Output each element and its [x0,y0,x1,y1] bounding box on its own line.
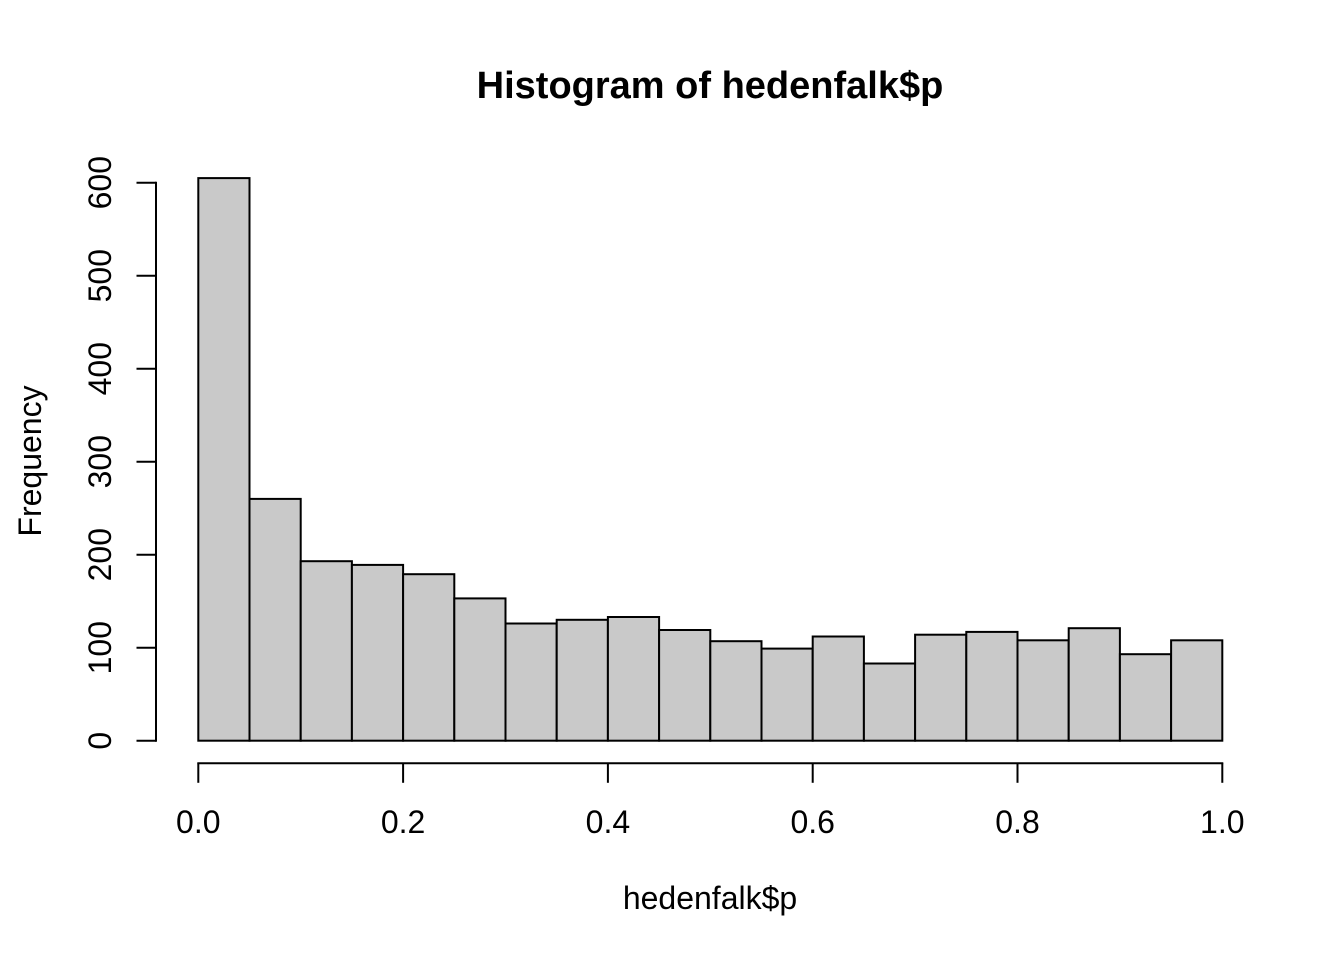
chart-title: Histogram of hedenfalk$p [477,65,944,107]
histogram-bar [402,573,456,742]
histogram-bar [197,177,251,742]
histogram-bar [862,662,917,742]
histogram-bar [709,640,763,742]
y-tick-label: 200 [82,528,118,581]
x-tick-label: 0.6 [790,804,834,840]
y-axis-title: Frequency [12,385,48,536]
histogram-bar [606,616,661,742]
histogram-bar [453,597,507,742]
y-tick-label: 600 [82,156,118,209]
x-axis: 0.0 0.2 0.4 0.6 0.8 1.0 [176,762,1245,840]
histogram-bars [197,177,1224,742]
x-tick-label: 0.2 [381,804,425,840]
histogram-bar [555,618,609,742]
y-tick-label: 400 [82,342,118,395]
x-tick-label: 0.4 [586,804,630,840]
x-axis-title: hedenfalk$p [623,880,797,916]
x-tick-label: 0.0 [176,804,220,840]
y-tick-label: 300 [82,435,118,488]
histogram-bar [350,563,405,742]
histogram-bar [965,630,1019,742]
histogram-bar [1118,653,1173,742]
histogram-bar [504,622,558,742]
histogram-bar [658,629,712,742]
histogram-bar [1170,639,1224,742]
y-tick-label: 0 [82,732,118,750]
y-axis: 0 100 200 300 400 500 600 [82,156,157,750]
histogram-bar [299,560,353,742]
histogram-bar [760,647,814,742]
histogram-bar [1016,639,1070,742]
histogram-bar [914,633,968,742]
y-tick-label: 100 [82,621,118,674]
histogram-bar [811,635,865,742]
y-tick-label: 500 [82,249,118,302]
histogram-bar [1067,627,1121,742]
x-tick-label: 1.0 [1200,804,1244,840]
histogram-bar [248,497,302,742]
x-tick-label: 0.8 [995,804,1039,840]
